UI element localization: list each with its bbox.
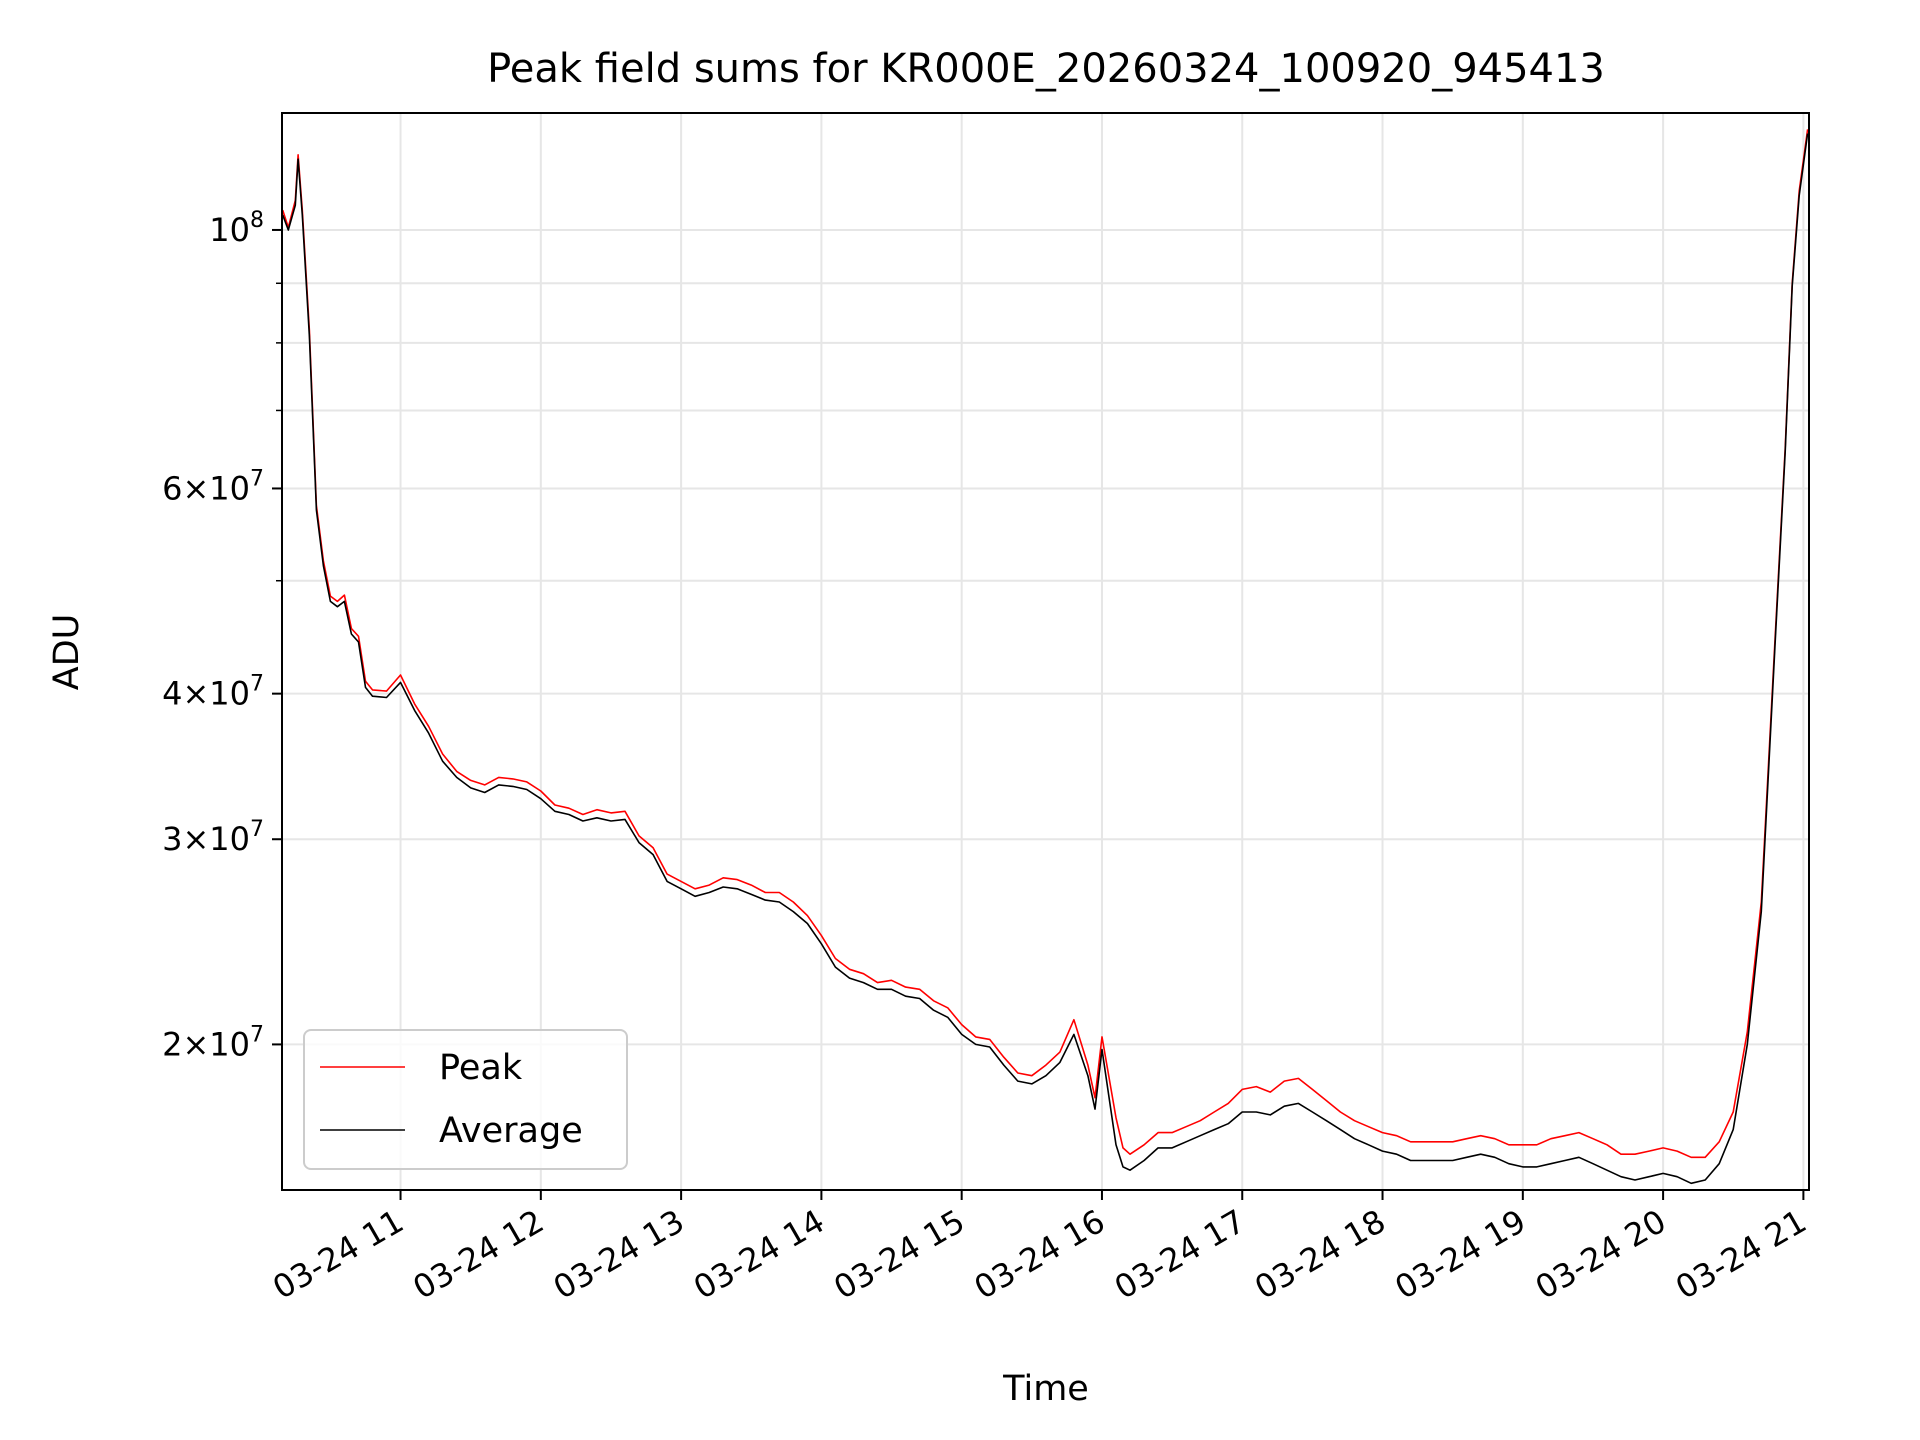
chart-title: Peak field sums for KR000E_20260324_1009… <box>487 46 1605 92</box>
y-tick-label: 2×107 <box>162 1022 264 1063</box>
y-tick-label: 3×107 <box>162 817 264 858</box>
y-tick-label: 4×107 <box>162 672 264 713</box>
grid <box>282 113 1809 1190</box>
plot-frame <box>281 112 1810 1191</box>
series-line-average <box>281 133 1809 1185</box>
legend-label-average: Average <box>439 1111 583 1151</box>
x-axis-label: Time <box>1002 1369 1089 1409</box>
y-tick-label: 6×107 <box>162 466 264 507</box>
legend-box <box>303 1029 628 1170</box>
series-layer <box>281 129 1809 1185</box>
series-line-peak <box>281 129 1809 1159</box>
y-axis: 108 6×107 4×107 3×107 2×107 <box>162 208 282 1063</box>
legend: Peak Average <box>303 1029 628 1170</box>
y-axis-label: ADU <box>47 614 87 691</box>
legend-label-peak: Peak <box>439 1048 523 1088</box>
y-tick-label: 108 <box>209 208 264 249</box>
